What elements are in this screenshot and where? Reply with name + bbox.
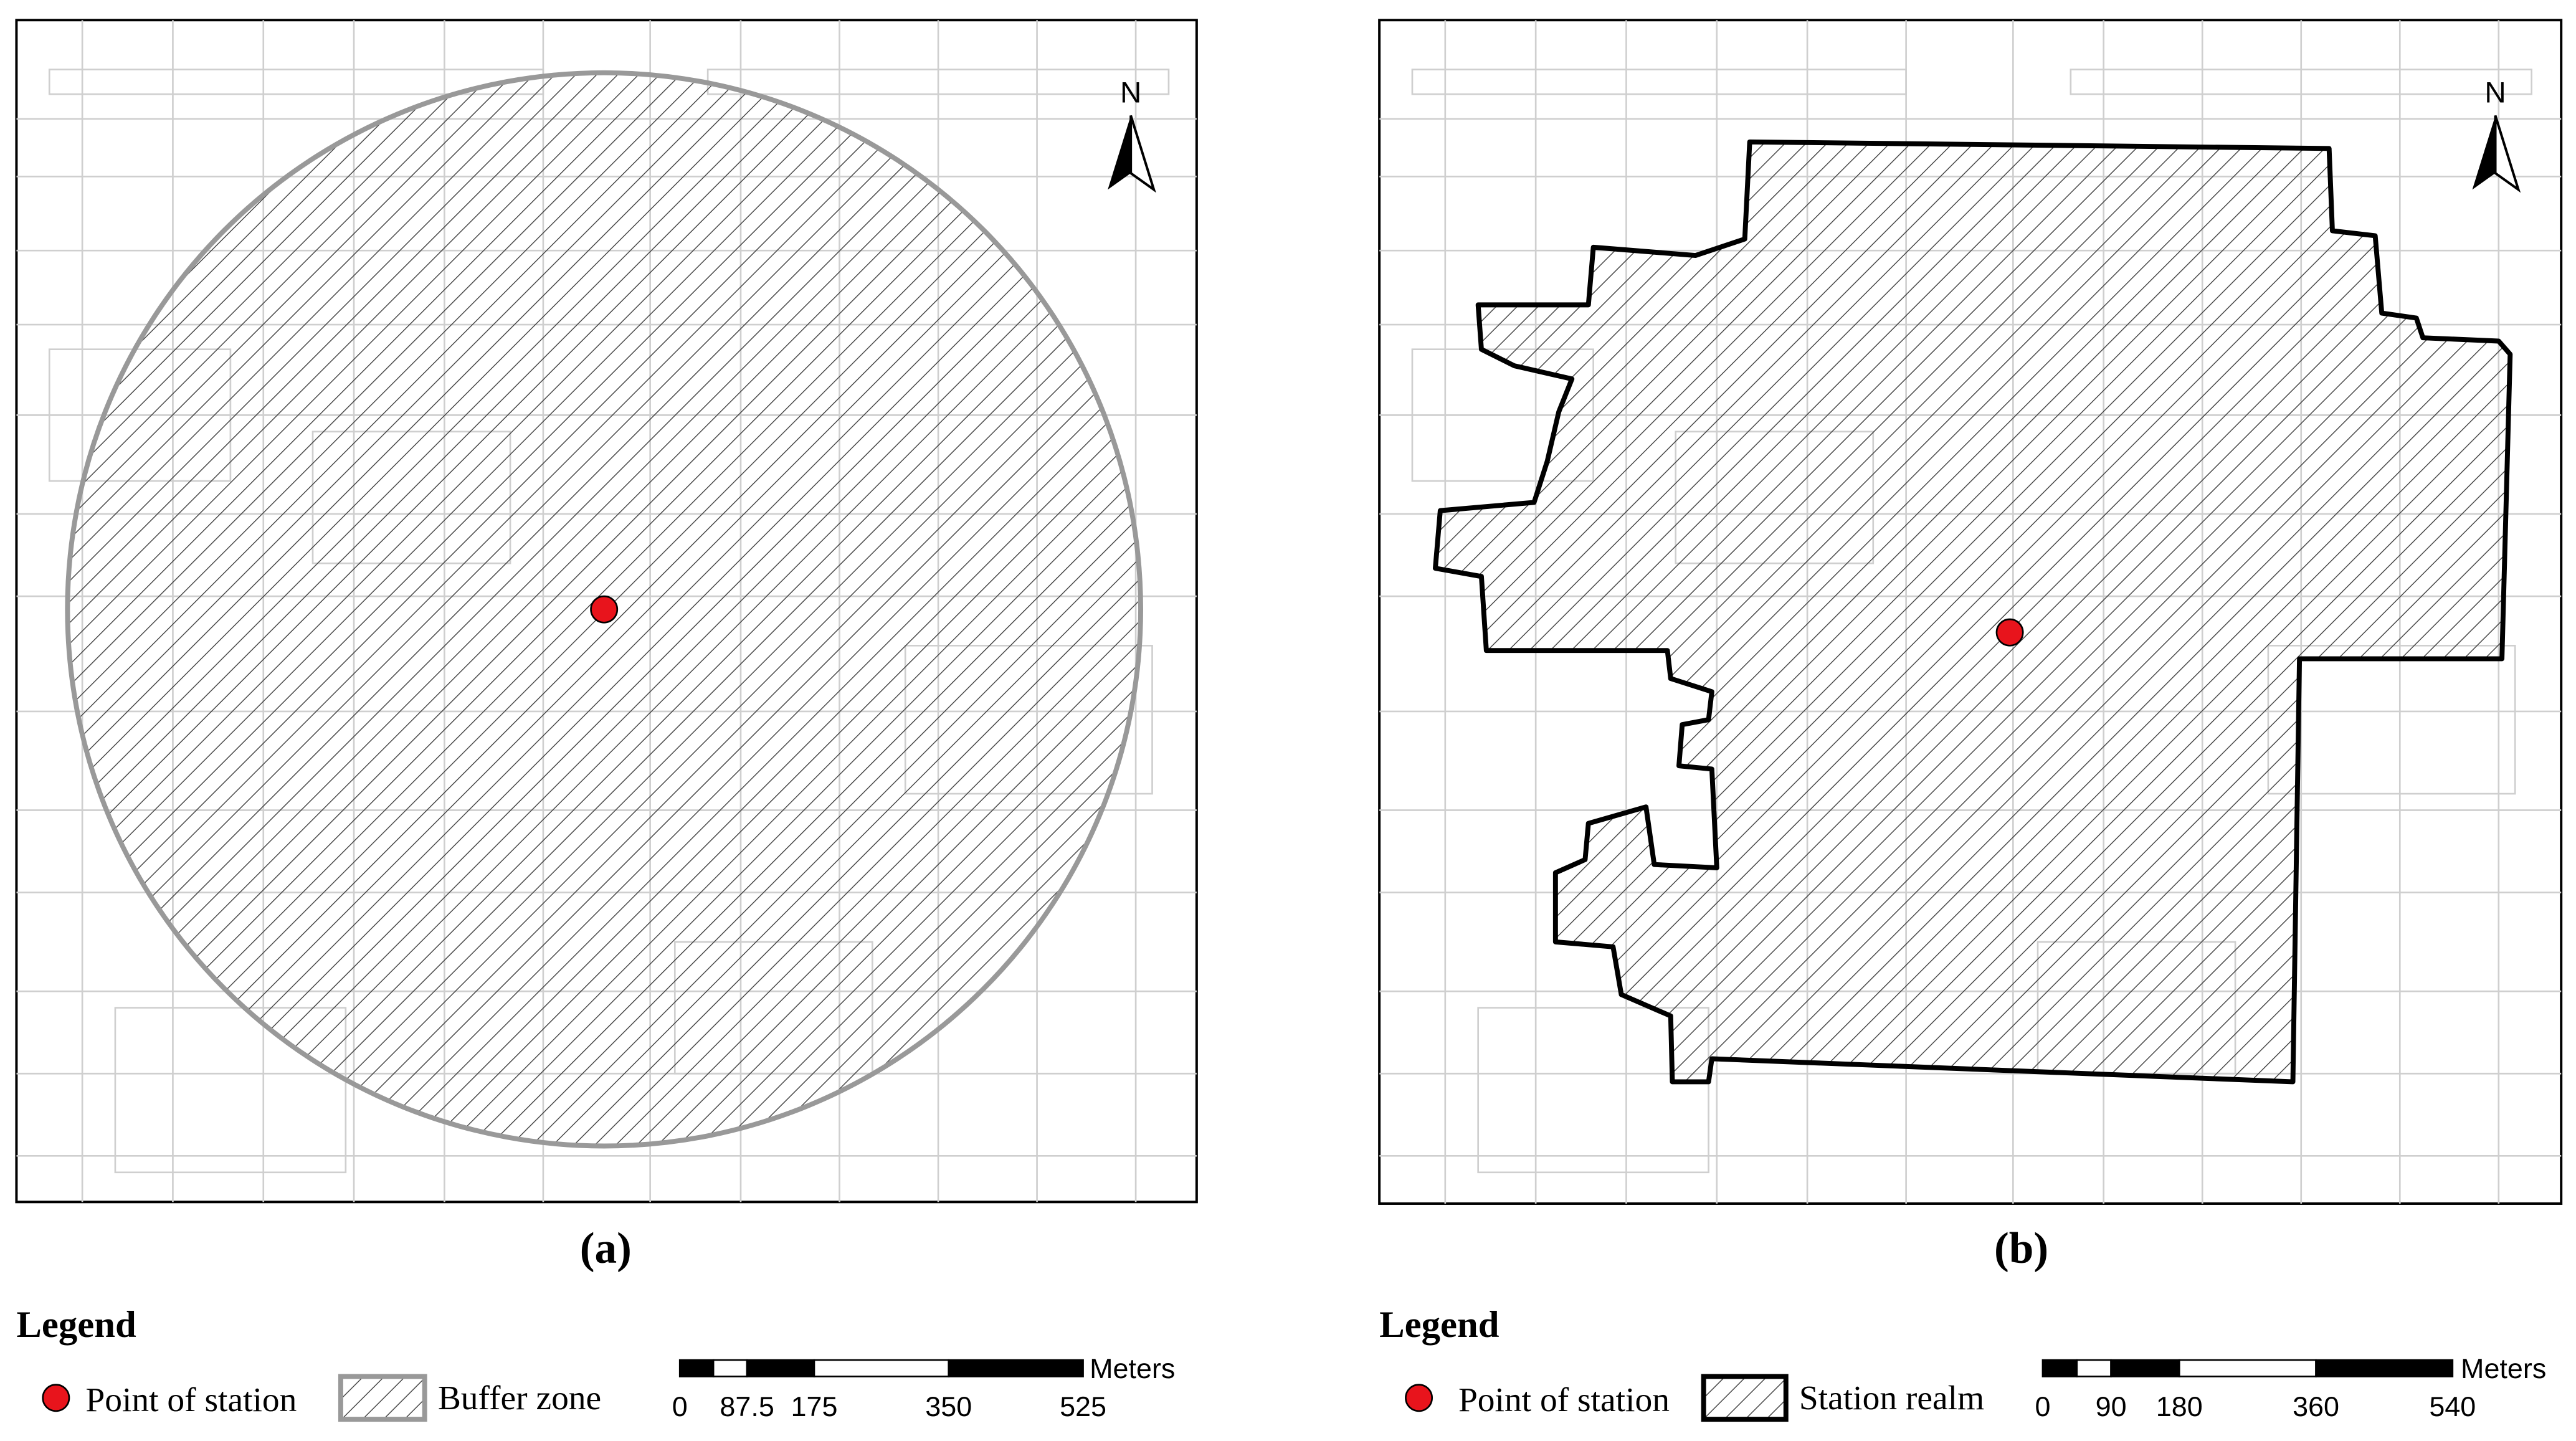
north-arrow bbox=[2472, 115, 2521, 193]
scale-label: 360 bbox=[2293, 1391, 2339, 1422]
scale-segment bbox=[2178, 1359, 2317, 1377]
north-label: N bbox=[2484, 76, 2506, 109]
legend-point-symbol bbox=[42, 1384, 70, 1412]
map-panel-a bbox=[15, 19, 1198, 1204]
scale-label: 0 bbox=[2035, 1391, 2050, 1422]
scale-segment bbox=[2110, 1359, 2180, 1377]
north-arrow bbox=[1108, 115, 1156, 193]
scale-label: 350 bbox=[925, 1391, 972, 1422]
scale-unit: Meters bbox=[1090, 1353, 1175, 1384]
scale-segment bbox=[813, 1359, 950, 1377]
scale-segment bbox=[2041, 1359, 2078, 1377]
legend-item: Point of station bbox=[1458, 1381, 1670, 1419]
scale-label: 175 bbox=[791, 1391, 838, 1422]
panel-label: (a) bbox=[580, 1224, 632, 1273]
scale-label: 540 bbox=[2429, 1391, 2476, 1422]
north-label: N bbox=[1120, 76, 1141, 109]
station-point bbox=[590, 595, 619, 624]
legend-buffer-symbol bbox=[338, 1374, 427, 1422]
scale-label: 180 bbox=[2156, 1391, 2203, 1422]
legend-title: Legend bbox=[1379, 1304, 1499, 1346]
legend-point-symbol bbox=[1405, 1384, 1433, 1412]
scale-unit: Meters bbox=[2461, 1353, 2546, 1384]
scale-label: 0 bbox=[672, 1391, 688, 1422]
panel-label: (b) bbox=[1994, 1224, 2048, 1273]
scale-segment bbox=[2315, 1359, 2454, 1377]
scale-segment bbox=[2076, 1359, 2112, 1377]
scale-label: 525 bbox=[1060, 1391, 1106, 1422]
scale-segment bbox=[678, 1359, 715, 1377]
legend-item: Station realm bbox=[1799, 1379, 1984, 1417]
legend-item: Point of station bbox=[85, 1381, 297, 1419]
legend-title: Legend bbox=[16, 1304, 136, 1346]
scale-segment bbox=[746, 1359, 815, 1377]
map-panel-b bbox=[1378, 19, 2563, 1205]
station-realm bbox=[1433, 139, 2513, 1085]
scale-segment bbox=[948, 1359, 1084, 1377]
scale-segment bbox=[712, 1359, 748, 1377]
legend-realm-symbol bbox=[1701, 1374, 1789, 1422]
scale-label: 87.5 bbox=[720, 1391, 774, 1422]
scale-label: 90 bbox=[2096, 1391, 2127, 1422]
station-point bbox=[1995, 618, 2024, 647]
legend-item: Buffer zone bbox=[438, 1379, 601, 1417]
